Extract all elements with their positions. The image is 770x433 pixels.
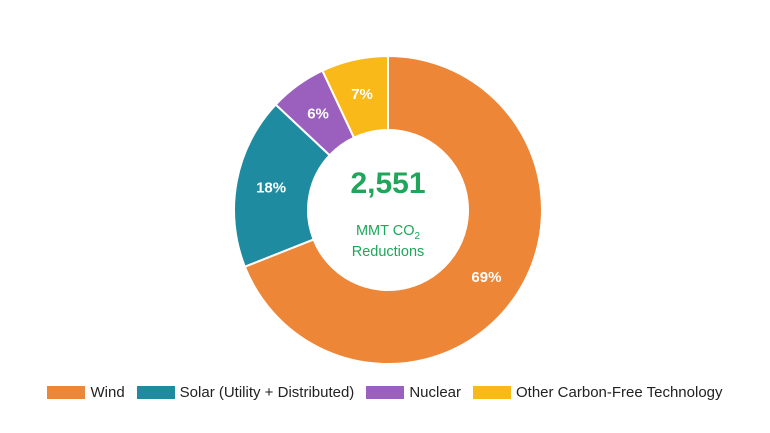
legend: Wind Solar (Utility + Distributed) Nuclear… xyxy=(0,384,770,401)
legend-item-solar-utility-distributed: Solar (Utility + Distributed) xyxy=(136,384,355,401)
slice-label-solar-utility-distributed: 18% xyxy=(256,180,286,197)
slice-label-wind: 69% xyxy=(471,269,501,286)
slice-other-carbon-free-technology xyxy=(321,54,389,139)
legend-swatch-wind xyxy=(47,386,86,399)
slice-label-nuclear: 6% xyxy=(307,106,329,123)
legend-swatch-nuclear xyxy=(366,386,405,399)
slice-labels: 69% 18% 6% 7% xyxy=(256,86,501,286)
center-total-value: 2,551 xyxy=(350,167,425,200)
slice-label-other-carbon-free-technology: 7% xyxy=(351,86,373,103)
center-unit-label: MMT CO2 xyxy=(356,223,421,242)
legend-label-solar-utility-distributed: Solar (Utility + Distributed) xyxy=(179,384,355,401)
legend-swatch-solar-utility-distributed xyxy=(136,386,175,399)
legend-item-nuclear: Nuclear xyxy=(366,384,461,401)
slice-wind xyxy=(243,54,543,365)
donut-slices xyxy=(233,54,543,365)
legend-swatch-other-carbon-free-technology xyxy=(473,386,511,399)
legend-item-wind: Wind xyxy=(47,384,125,401)
legend-label-nuclear: Nuclear xyxy=(409,384,461,401)
center-reductions-label: Reductions xyxy=(352,244,425,260)
legend-label-wind: Wind xyxy=(90,384,125,401)
legend-item-other-carbon-free-technology: Other Carbon-Free Technology xyxy=(473,384,723,401)
legend-label-other-carbon-free-technology: Other Carbon-Free Technology xyxy=(516,384,723,401)
